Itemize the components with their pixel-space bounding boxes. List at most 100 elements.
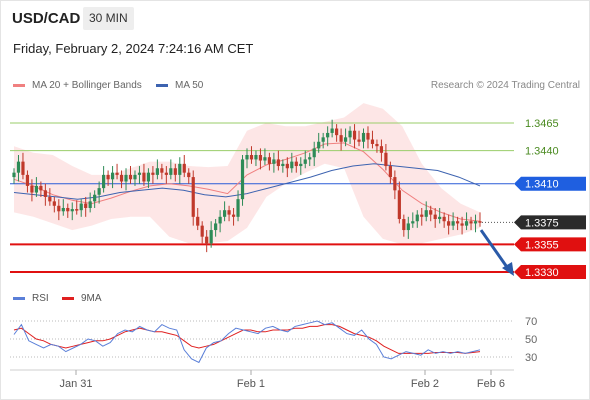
candle-body: [326, 132, 330, 138]
ma20-swatch: [13, 84, 25, 87]
bollinger-band-area: [14, 103, 480, 245]
candle-body: [173, 168, 177, 175]
rsi-tick-50: 50: [525, 334, 537, 346]
candle-body: [303, 159, 307, 164]
candle-body: [169, 168, 173, 175]
candle-body: [473, 221, 478, 224]
candle-body: [254, 155, 258, 160]
legend-rsi-label: RSI: [32, 293, 49, 304]
candle-body: [290, 161, 294, 169]
candle-body: [227, 210, 231, 215]
candle-body: [39, 185, 43, 191]
candle-body: [16, 161, 21, 173]
legend-ma20: MA 20 + Bollinger Bands: [13, 80, 142, 91]
candle-body: [429, 210, 433, 215]
candle-body: [61, 207, 65, 212]
candle-body: [70, 209, 74, 212]
candle-body: [160, 168, 164, 173]
candle-body: [178, 163, 182, 175]
candle-body: [267, 157, 272, 164]
candle-body: [97, 188, 101, 195]
level-tag-5: [514, 265, 586, 279]
candle-body: [200, 225, 204, 237]
forecast-arrow-shaft: [479, 229, 511, 271]
level-label-5: 1.3330: [525, 267, 559, 279]
candle-body: [433, 214, 437, 220]
level-tag-4: [514, 237, 586, 252]
candle-body: [119, 174, 124, 182]
candles: [12, 119, 482, 253]
candle-body: [393, 177, 397, 191]
candle-body: [151, 172, 155, 175]
candle-body: [406, 223, 410, 231]
level-label-3: 1.3375: [525, 217, 559, 229]
candle-body: [21, 161, 25, 175]
candle-body: [402, 219, 406, 231]
rsi-tick-70: 70: [525, 316, 537, 328]
candle-body: [79, 203, 83, 211]
candle-body: [299, 163, 303, 167]
candle-body: [455, 221, 460, 224]
level-label-1: 1.3440: [525, 146, 559, 158]
candle-body: [231, 214, 236, 217]
level-label-0: 1.3465: [525, 118, 559, 130]
candle-body: [460, 223, 464, 226]
candle-body: [142, 172, 146, 182]
x-tick-label-0: Jan 31: [59, 378, 92, 390]
candle-body: [214, 223, 218, 231]
level-label-4: 1.3355: [525, 239, 559, 251]
candle-body: [276, 159, 280, 167]
candle-body: [415, 214, 419, 222]
candle-body: [258, 155, 263, 161]
timeframe-badge[interactable]: 30 MIN: [83, 7, 134, 30]
candle-body: [442, 216, 446, 222]
candle-body: [361, 132, 366, 142]
candle-body: [375, 143, 379, 147]
candle-body: [93, 194, 97, 202]
candle-body: [182, 163, 186, 173]
candle-body: [128, 174, 133, 180]
x-tick-label-3: Feb 6: [477, 378, 505, 390]
candle-body: [84, 203, 88, 208]
candle-body: [249, 155, 254, 160]
candle-body: [222, 210, 227, 217]
candle-body: [52, 201, 56, 206]
candle-body: [205, 236, 209, 244]
candle-body: [397, 190, 401, 220]
legend-9ma: 9MA: [62, 293, 102, 304]
x-tick-label-2: Feb 2: [411, 378, 439, 390]
candle-body: [294, 161, 298, 167]
candle-body: [48, 196, 52, 202]
legend-rsi: RSI: [13, 293, 49, 304]
instrument-title: USD/CAD: [12, 10, 81, 27]
candle-body: [57, 205, 61, 212]
timestamp: Friday, February 2, 2024 7:24:16 AM CET: [13, 41, 254, 56]
candle-body: [191, 177, 195, 217]
candle-body: [187, 172, 191, 178]
legend-ma20-label: MA 20 + Bollinger Bands: [32, 80, 142, 91]
legend-ma50: MA 50: [156, 80, 203, 91]
rsi-line: [13, 320, 481, 364]
candle-body: [146, 172, 151, 182]
candle-body: [451, 221, 455, 226]
candle-body: [335, 128, 339, 136]
candle-body: [137, 172, 142, 175]
candle-body: [308, 157, 312, 160]
candle-body: [330, 128, 334, 133]
candle-body: [370, 139, 375, 144]
candle-body: [379, 146, 384, 153]
level-tag-3: [514, 215, 586, 230]
rsi-tick-30: 30: [525, 352, 537, 364]
candle-body: [420, 214, 424, 217]
candle-body: [352, 130, 357, 140]
candle-body: [164, 172, 168, 175]
candle-body: [478, 221, 482, 223]
ma50-line: [13, 163, 481, 200]
candle-body: [469, 221, 473, 224]
candle-body: [102, 174, 106, 189]
legend-ma50-label: MA 50: [175, 80, 204, 91]
candle-body: [196, 216, 200, 226]
level-tag-2: [514, 176, 586, 191]
candle-body: [348, 130, 352, 138]
candle-body: [339, 135, 343, 142]
